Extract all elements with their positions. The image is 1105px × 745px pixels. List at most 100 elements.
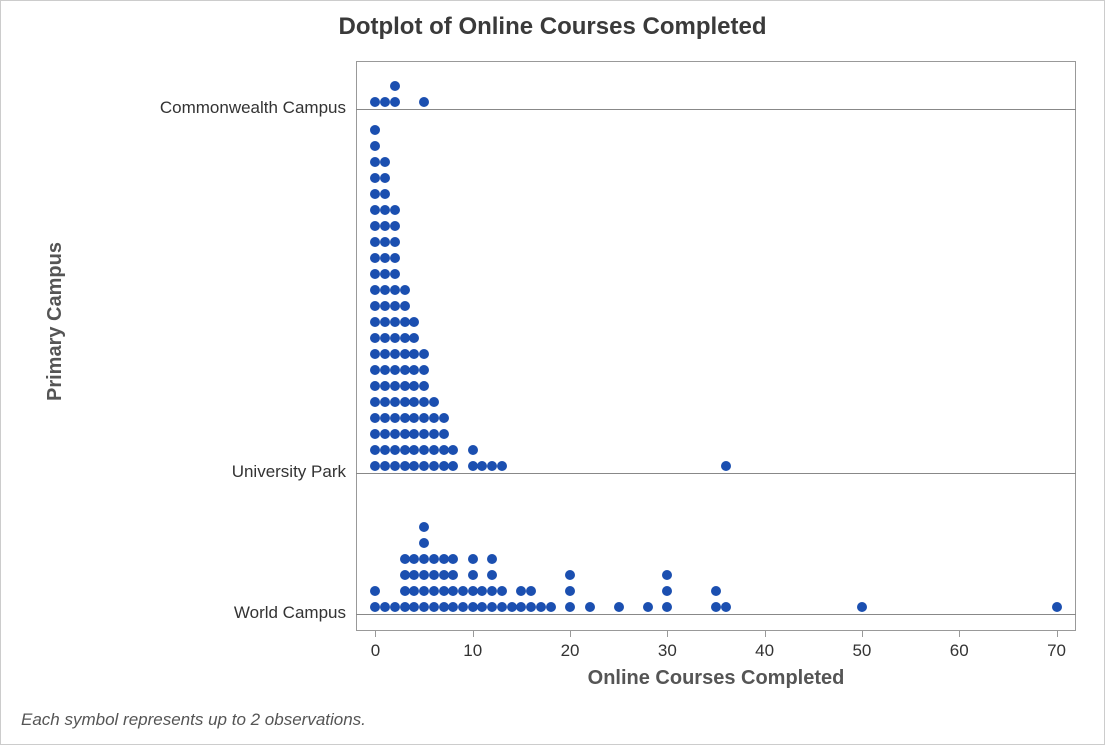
x-tick [473, 631, 474, 637]
data-dot [370, 221, 380, 231]
data-dot [409, 381, 419, 391]
x-tick-label: 10 [453, 641, 493, 661]
data-dot [380, 333, 390, 343]
data-dot [439, 429, 449, 439]
data-dot [370, 397, 380, 407]
data-dot [380, 365, 390, 375]
data-dot [390, 253, 400, 263]
data-dot [390, 317, 400, 327]
data-dot [380, 237, 390, 247]
data-dot [419, 554, 429, 564]
data-dot [721, 461, 731, 471]
data-dot [380, 269, 390, 279]
data-dot [380, 317, 390, 327]
x-tick-label: 70 [1037, 641, 1077, 661]
data-dot [380, 349, 390, 359]
data-dot [448, 445, 458, 455]
data-dot [380, 397, 390, 407]
data-dot [409, 429, 419, 439]
data-dot [390, 237, 400, 247]
chart-title: Dotplot of Online Courses Completed [1, 13, 1104, 41]
data-dot [380, 189, 390, 199]
data-dot [468, 570, 478, 580]
data-dot [468, 602, 478, 612]
y-tick-label: World Campus [96, 603, 346, 623]
x-tick-label: 60 [939, 641, 979, 661]
data-dot [390, 301, 400, 311]
data-dot [429, 602, 439, 612]
x-tick [959, 631, 960, 637]
data-dot [409, 461, 419, 471]
data-dot [419, 586, 429, 596]
data-dot [419, 397, 429, 407]
data-dot [487, 461, 497, 471]
y-axis-label: Primary Campus [44, 291, 67, 401]
data-dot [409, 445, 419, 455]
data-dot [390, 429, 400, 439]
data-dot [380, 205, 390, 215]
data-dot [400, 554, 410, 564]
data-dot [390, 269, 400, 279]
data-dot [419, 538, 429, 548]
x-tick [570, 631, 571, 637]
y-tick-label: Commonwealth Campus [96, 98, 346, 118]
data-dot [458, 602, 468, 612]
data-dot [409, 333, 419, 343]
data-dot [1052, 602, 1062, 612]
data-dot [429, 397, 439, 407]
x-tick-label: 40 [745, 641, 785, 661]
data-dot [565, 602, 575, 612]
chart-footnote: Each symbol represents up to 2 observati… [21, 710, 366, 730]
data-dot [400, 317, 410, 327]
data-dot [721, 602, 731, 612]
data-dot [439, 413, 449, 423]
data-dot [429, 570, 439, 580]
data-dot [419, 602, 429, 612]
data-dot [439, 554, 449, 564]
data-dot [390, 445, 400, 455]
data-dot [390, 221, 400, 231]
data-dot [468, 445, 478, 455]
data-dot [439, 602, 449, 612]
data-dot [419, 570, 429, 580]
category-baseline [356, 614, 1076, 615]
data-dot [409, 365, 419, 375]
data-dot [370, 173, 380, 183]
data-dot [546, 602, 556, 612]
data-dot [400, 602, 410, 612]
data-dot [409, 397, 419, 407]
data-dot [439, 586, 449, 596]
data-dot [585, 602, 595, 612]
data-dot [380, 285, 390, 295]
data-dot [390, 413, 400, 423]
data-dot [429, 586, 439, 596]
data-dot [370, 301, 380, 311]
data-dot [439, 445, 449, 455]
data-dot [419, 349, 429, 359]
x-tick [862, 631, 863, 637]
data-dot [400, 381, 410, 391]
data-dot [370, 317, 380, 327]
data-dot [711, 602, 721, 612]
data-dot [409, 413, 419, 423]
data-dot [526, 602, 536, 612]
plot-area [356, 61, 1076, 631]
data-dot [497, 602, 507, 612]
data-dot [419, 461, 429, 471]
data-dot [458, 586, 468, 596]
data-dot [419, 429, 429, 439]
data-dot [370, 413, 380, 423]
data-dot [400, 365, 410, 375]
data-dot [390, 461, 400, 471]
data-dot [370, 253, 380, 263]
data-dot [711, 586, 721, 596]
data-dot [370, 381, 380, 391]
data-dot [390, 365, 400, 375]
data-dot [370, 141, 380, 151]
data-dot [370, 429, 380, 439]
data-dot [370, 125, 380, 135]
data-dot [429, 445, 439, 455]
data-dot [380, 221, 390, 231]
data-dot [409, 349, 419, 359]
data-dot [380, 429, 390, 439]
